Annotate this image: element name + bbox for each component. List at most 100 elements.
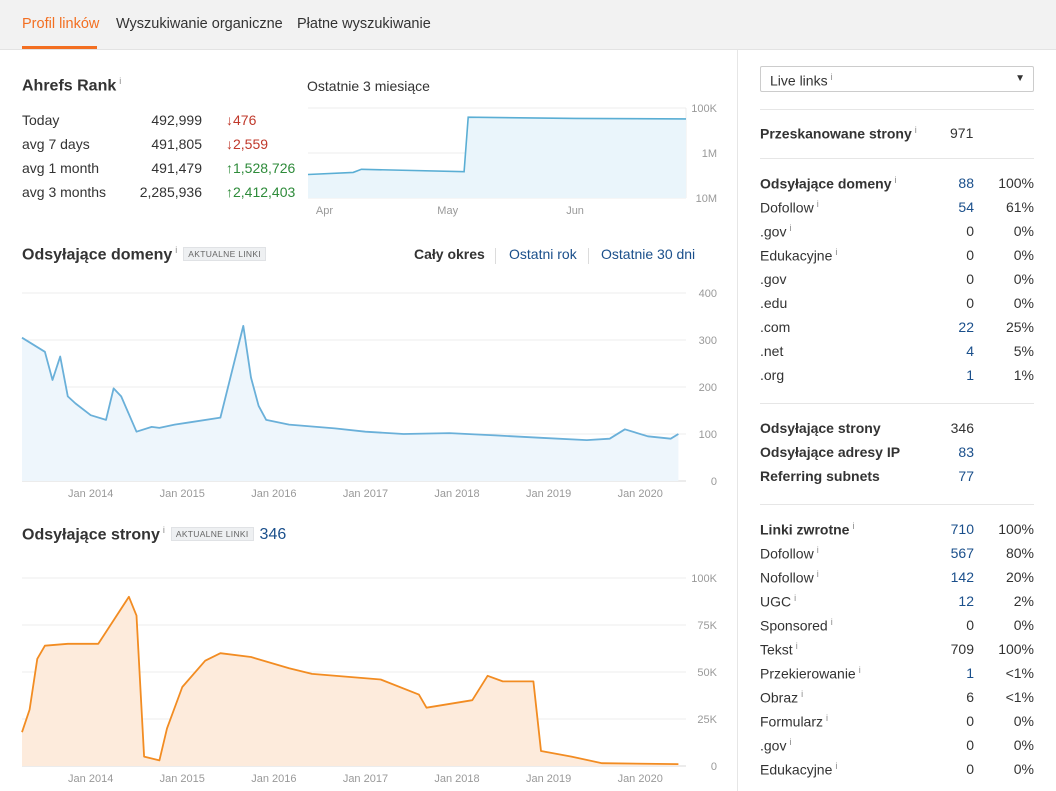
backlink-stat-row-count[interactable]: 142 xyxy=(950,569,974,585)
backlink-stat-row-count[interactable]: 12 xyxy=(958,593,974,609)
domain-stat-row-percent: 5% xyxy=(1013,343,1034,359)
backlinks-stat-label: Linki zwrotne i xyxy=(760,521,854,538)
referring-domains-line xyxy=(21,325,679,441)
domain-stat-row-label: Dofollow i xyxy=(760,199,819,216)
backlink-stat-row-count[interactable]: 1 xyxy=(966,665,974,681)
ip-stat-row-label: Referring subnets xyxy=(760,468,880,484)
x-tick-label: Jan 2015 xyxy=(160,488,205,500)
chevron-down-icon: ▼ xyxy=(1015,73,1025,84)
info-icon[interactable]: i xyxy=(162,525,165,535)
backlinks-stat-count[interactable]: 710 xyxy=(950,521,974,537)
rank-row: avg 3 months 2,285,936 ↑2,412,403 xyxy=(22,184,295,204)
backlink-stat-row-percent: 2% xyxy=(1013,593,1034,609)
arrow-down-icon: ↓ xyxy=(226,112,233,128)
y-tick-label: 100K xyxy=(691,103,717,115)
tab-organic-search[interactable]: Wyszukiwanie organiczne xyxy=(116,16,283,32)
x-tick-label: Jan 2016 xyxy=(251,488,296,500)
ip-stat-row-label: Odsyłające adresy IP xyxy=(760,444,900,460)
referring-domains-title: Odsyłające domeny i AKTUALNE LINKI xyxy=(22,245,266,264)
period-separator xyxy=(495,248,496,264)
period-all-time[interactable]: Cały okres xyxy=(414,246,485,262)
rank-change: ↓476 xyxy=(226,112,256,128)
y-tick-label: 10M xyxy=(696,193,717,205)
backlinks-stat-label-text: Linki zwrotne xyxy=(760,521,850,538)
info-icon[interactable]: i xyxy=(852,521,855,531)
y-tick-label: 400 xyxy=(699,288,717,300)
x-tick-label: Jan 2019 xyxy=(526,488,571,500)
backlink-stat-row: Formularz i 0 0% xyxy=(760,713,1036,733)
info-icon[interactable]: i xyxy=(816,569,819,579)
period-last-30-days[interactable]: Ostatnie 30 dni xyxy=(601,246,696,262)
domain-stat-row-count: 0 xyxy=(966,271,974,287)
mini-chart-title: Ostatnie 3 miesiące xyxy=(307,78,430,94)
domain-stat-row-percent: 0% xyxy=(1013,223,1034,239)
referring-domains-stat: Odsyłające domeny i 88 100% xyxy=(760,175,1036,195)
info-icon[interactable]: i xyxy=(826,713,829,723)
info-icon[interactable]: i xyxy=(830,617,833,627)
ip-stat-row-count[interactable]: 77 xyxy=(958,468,974,484)
info-icon[interactable]: i xyxy=(894,175,897,185)
info-icon[interactable]: i xyxy=(795,641,798,651)
backlink-stat-row-count[interactable]: 567 xyxy=(950,545,974,561)
info-icon[interactable]: i xyxy=(801,689,804,699)
backlink-stat-row-label-text: Przekierowanie xyxy=(760,665,856,682)
rank-change: ↑1,528,726 xyxy=(226,160,295,176)
section-divider xyxy=(760,158,1034,159)
backlink-stat-row-count: 709 xyxy=(950,641,974,657)
domain-stat-row-percent: 25% xyxy=(1005,319,1034,335)
rank-line xyxy=(307,116,687,176)
referring-domains-stat-label-text: Odsyłające domeny xyxy=(760,175,892,192)
ip-stat-row-count[interactable]: 83 xyxy=(958,444,974,460)
referring-pages-count[interactable]: 346 xyxy=(259,526,287,544)
tab-paid-search[interactable]: Płatne wyszukiwanie xyxy=(297,16,431,32)
period-last-year[interactable]: Ostatni rok xyxy=(509,246,577,262)
x-tick-label: Apr xyxy=(316,205,333,217)
arrow-down-icon: ↓ xyxy=(226,136,233,152)
info-icon[interactable]: i xyxy=(830,72,833,82)
backlink-stat-row-count: 0 xyxy=(966,713,974,729)
info-icon[interactable]: i xyxy=(175,245,178,255)
backlink-stat-row: Przekierowanie i 1 <1% xyxy=(760,665,1036,685)
x-tick-label: Jan 2015 xyxy=(160,773,205,785)
ahrefs-rank-title-text: Ahrefs Rank xyxy=(22,77,117,95)
backlink-stat-row: Tekst i 709 100% xyxy=(760,641,1036,661)
domain-stat-row: Edukacyjne i 0 0% xyxy=(760,247,1036,267)
backlink-stat-row-count: 0 xyxy=(966,617,974,633)
rank-label: avg 1 month xyxy=(22,160,100,176)
domain-stat-row-count: 0 xyxy=(966,223,974,239)
domain-stat-row-count[interactable]: 22 xyxy=(958,319,974,335)
domain-stat-row-count[interactable]: 54 xyxy=(958,199,974,215)
ahrefs-rank-title: Ahrefs Rank i xyxy=(22,76,121,95)
live-links-badge: AKTUALNE LINKI xyxy=(170,527,254,542)
referring-domains-stat-count[interactable]: 88 xyxy=(958,175,974,191)
info-icon[interactable]: i xyxy=(794,593,797,603)
info-icon[interactable]: i xyxy=(119,76,122,86)
rank-value: 491,805 xyxy=(151,136,202,152)
backlink-stat-row-percent: 0% xyxy=(1013,617,1034,633)
backlink-stat-row-label-text: Dofollow xyxy=(760,545,814,562)
info-icon[interactable]: i xyxy=(816,199,819,209)
backlink-stat-row-label-text: Edukacyjne xyxy=(760,761,833,778)
domain-stat-row-count[interactable]: 4 xyxy=(966,343,974,359)
domain-stat-row-count[interactable]: 1 xyxy=(966,367,974,383)
tab-link-profile[interactable]: Profil linków xyxy=(22,16,100,32)
x-tick-label: Jan 2016 xyxy=(251,773,296,785)
backlink-stat-row: UGC i 12 2% xyxy=(760,593,1036,613)
info-icon[interactable]: i xyxy=(835,247,838,257)
referring-domains-stat-label: Odsyłające domeny i xyxy=(760,175,897,192)
info-icon[interactable]: i xyxy=(914,125,917,135)
info-icon[interactable]: i xyxy=(789,737,792,747)
backlink-stat-row-label: Dofollow i xyxy=(760,545,819,562)
backlink-stat-row-label: Obraz i xyxy=(760,689,803,706)
info-icon[interactable]: i xyxy=(835,761,838,771)
link-type-select[interactable]: Live links i ▼ xyxy=(760,66,1034,92)
backlink-stat-row: .gov i 0 0% xyxy=(760,737,1036,757)
referring-domains-title-text: Odsyłające domeny xyxy=(22,246,173,264)
info-icon[interactable]: i xyxy=(816,545,819,555)
info-icon[interactable]: i xyxy=(789,223,792,233)
x-tick-label: Jan 2014 xyxy=(68,773,113,785)
backlink-stat-row-label: Sponsored i xyxy=(760,617,833,634)
x-tick-label: May xyxy=(437,205,458,217)
crawled-pages: Przeskanowane strony i 971 xyxy=(760,125,1036,145)
info-icon[interactable]: i xyxy=(858,665,861,675)
